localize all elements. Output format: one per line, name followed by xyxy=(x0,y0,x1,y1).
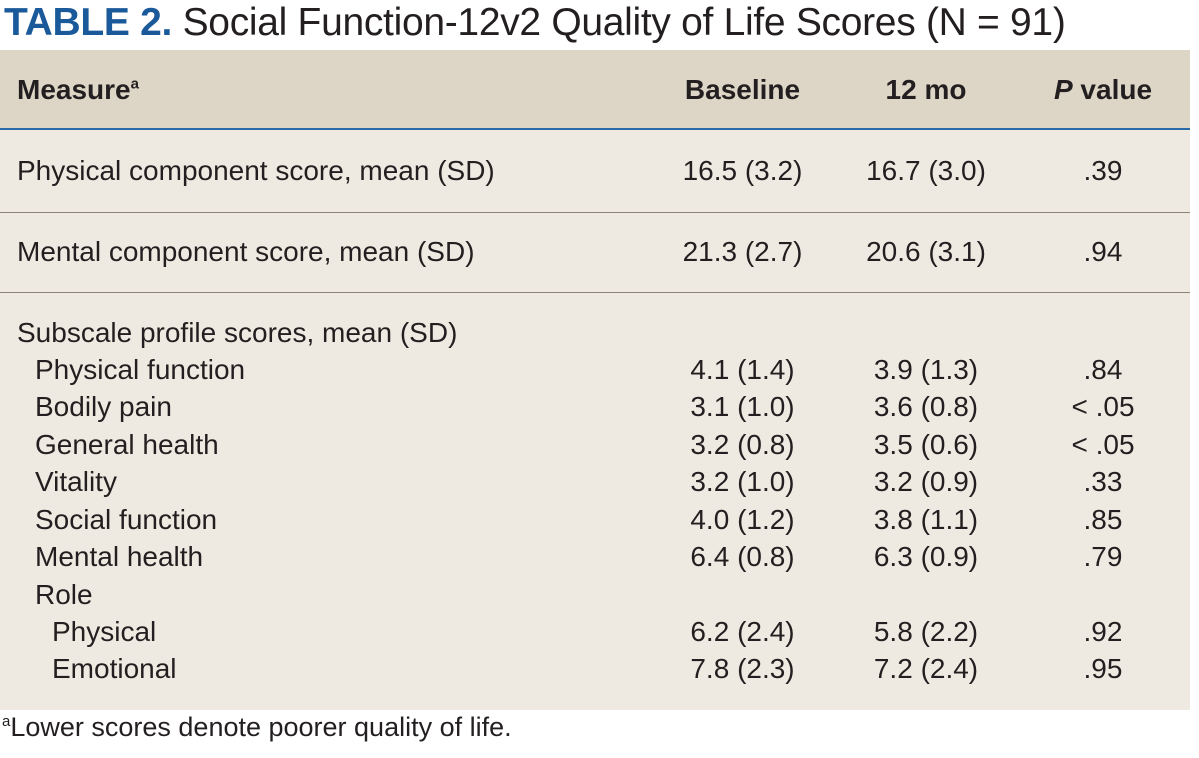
row-divider xyxy=(0,212,1190,213)
row-bodily-pain-label: Bodily pain xyxy=(35,391,172,422)
header-12-months: 12 mo xyxy=(885,74,967,105)
row-role-emotional-label: Emotional xyxy=(52,653,177,684)
row-bodily-pain-p: < .05 xyxy=(1071,391,1135,422)
subscale-heading: Subscale profile scores, mean (SD) xyxy=(17,317,458,348)
row-mental-health-label: Mental health xyxy=(35,541,204,572)
row-physical-component-12mo: 16.7 (3.0) xyxy=(866,155,986,186)
row-divider xyxy=(0,292,1190,293)
row-role-emotional-baseline: 7.8 (2.3) xyxy=(690,653,795,684)
row-physical-function-baseline: 4.1 (1.4) xyxy=(690,354,795,385)
table-title-text: Social Function-12v2 Quality of Life Sco… xyxy=(172,1,1066,44)
row-general-health-label: General health xyxy=(35,429,219,460)
row-general-health-p: < .05 xyxy=(1071,429,1135,460)
row-mental-health-baseline: 6.4 (0.8) xyxy=(690,541,795,572)
table-header-row: Measurea Baseline 12 mo P value xyxy=(0,50,1190,130)
header-p-rest: value xyxy=(1072,74,1153,105)
row-vitality-12mo: 3.2 (0.9) xyxy=(873,466,979,497)
header-measure-label: Measure xyxy=(17,74,131,105)
row-role-emotional-12mo: 7.2 (2.4) xyxy=(873,653,979,684)
row-vitality-p: .33 xyxy=(1083,466,1123,497)
row-general-health-baseline: 3.2 (0.8) xyxy=(690,429,795,460)
row-physical-function-label: Physical function xyxy=(35,354,246,385)
row-mental-health-p: .79 xyxy=(1083,541,1123,572)
table-panel: Measurea Baseline 12 mo P value Physical… xyxy=(0,50,1190,710)
footnote-marker: a xyxy=(2,713,11,730)
row-mental-component-p: .94 xyxy=(1083,236,1123,267)
footnote-text: Lower scores denote poorer quality of li… xyxy=(10,712,512,742)
header-measure-footnote-marker: a xyxy=(130,75,139,93)
row-bodily-pain-baseline: 3.1 (1.0) xyxy=(690,391,795,422)
row-bodily-pain-12mo: 3.6 (0.8) xyxy=(873,391,979,422)
row-role-physical-p: .92 xyxy=(1083,616,1123,647)
row-mental-component-12mo: 20.6 (3.1) xyxy=(866,236,986,267)
header-p-italic: P xyxy=(1053,74,1073,105)
row-role-physical-label: Physical xyxy=(52,616,157,647)
row-mental-health-12mo: 6.3 (0.9) xyxy=(873,541,979,572)
header-p-value: P value xyxy=(1013,74,1193,106)
row-social-function-p: .85 xyxy=(1083,504,1123,535)
row-physical-component-label: Physical component score, mean (SD) xyxy=(17,155,495,186)
row-social-function-label: Social function xyxy=(35,504,218,535)
table-footnote: aLower scores denote poorer quality of l… xyxy=(2,712,512,743)
row-physical-function-12mo: 3.9 (1.3) xyxy=(873,354,979,385)
row-mental-component-label: Mental component score, mean (SD) xyxy=(17,236,475,267)
role-heading: Role xyxy=(35,579,93,610)
table-title: TABLE 2. Social Function-12v2 Quality of… xyxy=(4,0,1066,50)
header-measure: Measurea xyxy=(17,74,139,106)
header-baseline: Baseline xyxy=(684,74,801,105)
row-physical-component-baseline: 16.5 (3.2) xyxy=(682,155,803,186)
row-role-physical-12mo: 5.8 (2.2) xyxy=(873,616,979,647)
row-vitality-baseline: 3.2 (1.0) xyxy=(690,466,795,497)
row-social-function-baseline: 4.0 (1.2) xyxy=(690,504,795,535)
row-role-physical-baseline: 6.2 (2.4) xyxy=(690,616,795,647)
row-vitality-label: Vitality xyxy=(35,466,117,497)
row-physical-component-p: .39 xyxy=(1083,155,1123,186)
row-physical-function-p: .84 xyxy=(1083,354,1123,385)
row-general-health-12mo: 3.5 (0.6) xyxy=(873,429,979,460)
row-role-emotional-p: .95 xyxy=(1083,653,1123,684)
row-social-function-12mo: 3.8 (1.1) xyxy=(873,504,979,535)
table-number-label: TABLE 2. xyxy=(4,1,173,44)
row-mental-component-baseline: 21.3 (2.7) xyxy=(682,236,803,267)
